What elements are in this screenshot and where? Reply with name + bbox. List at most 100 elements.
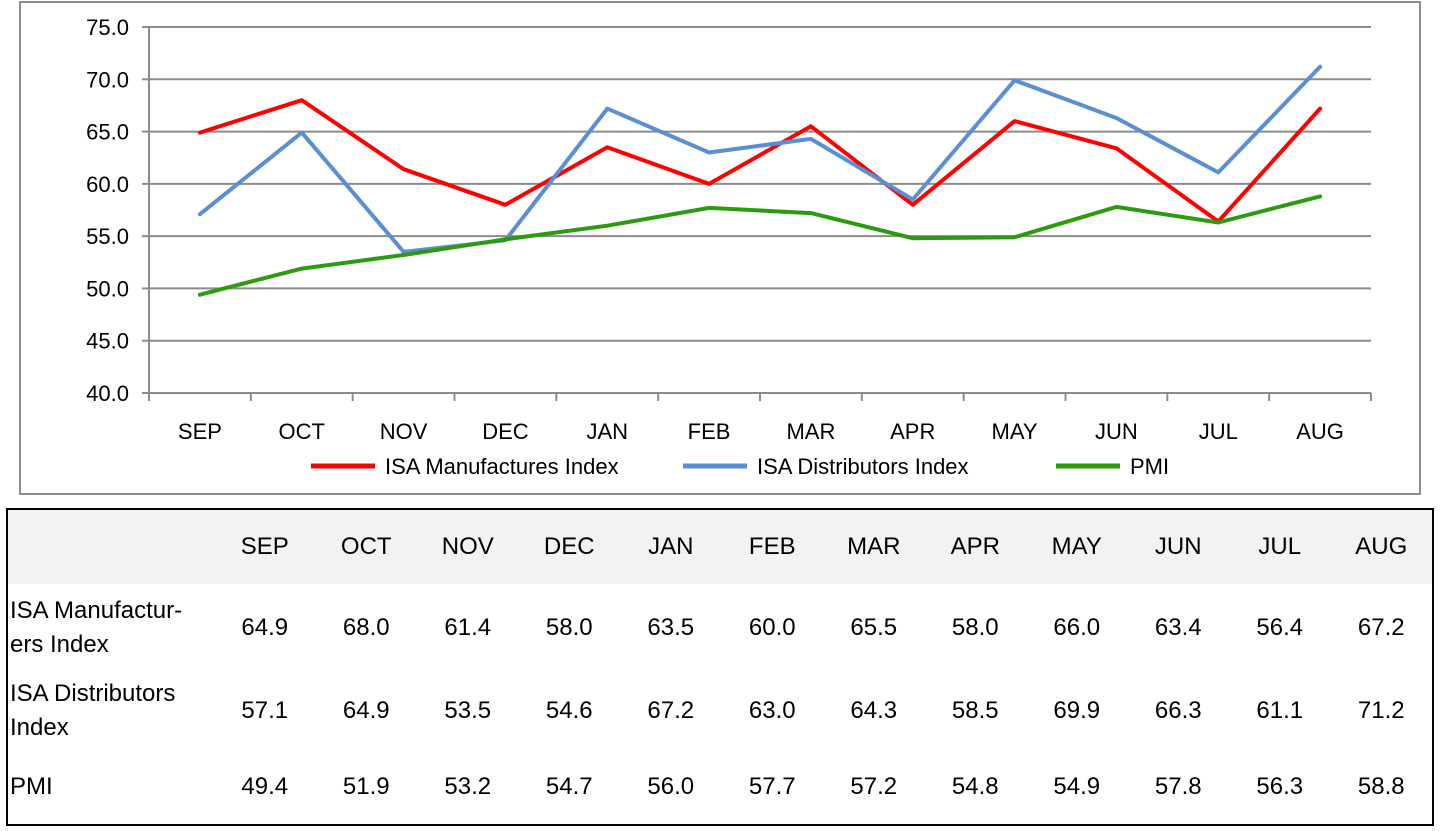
table-row: PMI 49.4 51.9 53.2 54.7 56.0 57.7 57.2 5… xyxy=(8,750,1432,824)
x-tick-label: JUL xyxy=(1199,419,1238,444)
table-cell: 64.9 xyxy=(342,697,390,724)
data-point xyxy=(1318,194,1322,198)
row-label-line: ISA Manufactur- xyxy=(10,597,183,624)
table-corner-cell xyxy=(8,510,214,584)
table-cell: 49.4 xyxy=(241,773,289,800)
table-cell: 64.9 xyxy=(241,614,289,641)
data-point xyxy=(1114,146,1118,150)
table-cell: 69.9 xyxy=(1053,697,1101,724)
table-cell: 68.0 xyxy=(342,614,390,641)
data-point xyxy=(1216,170,1220,174)
x-tick-label: JAN xyxy=(586,419,628,444)
data-point xyxy=(605,107,609,111)
row-label: PMI xyxy=(8,750,214,824)
series-line-1 xyxy=(197,98,1323,224)
data-point xyxy=(911,236,915,240)
row-label-line: ISA Distributors xyxy=(10,680,176,707)
data-point xyxy=(402,250,406,254)
data-point xyxy=(707,206,711,210)
x-tick-label: MAR xyxy=(786,419,835,444)
data-point xyxy=(809,211,813,215)
table-cell: 66.3 xyxy=(1154,697,1202,724)
data-point xyxy=(1318,107,1322,111)
row-label-line: Index xyxy=(10,714,69,741)
y-tick-label: 60.0 xyxy=(86,172,129,197)
table-cell: 51.9 xyxy=(342,773,390,800)
row-label: ISA Manufactur-ers Index xyxy=(8,584,214,672)
table-cell: 57.7 xyxy=(748,773,796,800)
table-header-cell: SEP xyxy=(240,533,289,560)
table-cell: 65.5 xyxy=(850,614,898,641)
data-point xyxy=(198,212,202,216)
y-tick-label: 50.0 xyxy=(86,276,129,301)
table-cell: 64.3 xyxy=(850,697,898,724)
data-point xyxy=(605,224,609,228)
x-tick-label: NOV xyxy=(380,419,428,444)
x-tick-label: AUG xyxy=(1296,419,1344,444)
table-header-cell: NOV xyxy=(441,533,494,560)
data-point xyxy=(1013,78,1017,82)
table-cell: 58.0 xyxy=(545,614,593,641)
table-cell: 58.8 xyxy=(1357,773,1405,800)
data-point xyxy=(503,237,507,241)
row-label: ISA Distributors Index xyxy=(8,672,214,750)
data-point xyxy=(1114,116,1118,120)
data-point xyxy=(605,145,609,149)
table-cell: 57.1 xyxy=(241,697,289,724)
data-point xyxy=(809,137,813,141)
table-header-cell: FEB xyxy=(748,533,796,560)
x-tick-label: FEB xyxy=(688,419,731,444)
table-header-row: SEP OCT NOV DEC JAN FEB MAR APR MAY JUN … xyxy=(8,510,1432,584)
line-chart: 75.0 70.0 65.0 60.0 55.0 50.0 45.0 40.0 SEP OCT NO… xyxy=(86,15,1372,479)
table-cell: 54.8 xyxy=(951,773,999,800)
table-header-cell: MAY xyxy=(1051,533,1102,560)
data-table: SEP OCT NOV DEC JAN FEB MAR APR MAY JUN … xyxy=(8,510,1432,824)
data-point xyxy=(402,253,406,257)
series-line-3 xyxy=(197,194,1323,297)
data-table-panel: SEP OCT NOV DEC JAN FEB MAR APR MAY JUN … xyxy=(6,508,1434,826)
table-cell: 71.2 xyxy=(1357,697,1405,724)
data-point xyxy=(198,293,202,297)
y-tick-label: 55.0 xyxy=(86,224,129,249)
data-point xyxy=(809,124,813,128)
data-point xyxy=(707,182,711,186)
y-tick-label: 70.0 xyxy=(86,67,129,92)
x-tick-label: MAY xyxy=(992,419,1038,444)
y-tick-label: 45.0 xyxy=(86,329,129,354)
series-line-2 xyxy=(197,64,1323,254)
data-point xyxy=(1013,235,1017,239)
table-header-cell: JAN xyxy=(648,533,694,560)
table-cell: 63.0 xyxy=(748,697,796,724)
x-tick-label: DEC xyxy=(482,419,529,444)
data-point xyxy=(402,167,406,171)
table-cell: 54.7 xyxy=(545,773,593,800)
data-point xyxy=(911,198,915,202)
table-cell: 57.2 xyxy=(850,773,898,800)
table-cell: 56.3 xyxy=(1256,773,1304,800)
table-cell: 67.2 xyxy=(1357,614,1405,641)
table-cell: 63.4 xyxy=(1154,614,1202,641)
table-header-cell: JUL xyxy=(1258,533,1302,560)
legend-label: PMI xyxy=(1130,454,1169,479)
table-cell: 67.2 xyxy=(647,697,695,724)
table-header-cell: MAR xyxy=(847,533,901,560)
table-cell: 66.0 xyxy=(1053,614,1101,641)
table-cell: 57.8 xyxy=(1154,773,1202,800)
table-cell: 56.4 xyxy=(1256,614,1304,641)
row-label-line: PMI xyxy=(10,773,53,800)
table-row: ISA Distributors Index 57.1 64.9 53.5 54.… xyxy=(8,672,1432,750)
table-cell: 58.0 xyxy=(951,614,999,641)
data-point xyxy=(707,150,711,154)
table-header-cell: JUN xyxy=(1154,533,1202,560)
x-tick-label: APR xyxy=(890,419,935,444)
table-header-cell: APR xyxy=(950,533,1000,560)
table-cell: 54.6 xyxy=(545,697,593,724)
x-tick-label: SEP xyxy=(178,419,222,444)
table-cell: 53.2 xyxy=(444,773,492,800)
chart-panel: 75.0 70.0 65.0 60.0 55.0 50.0 45.0 40.0 SEP OCT NO… xyxy=(19,1,1421,495)
table-cell: 61.4 xyxy=(444,614,492,641)
y-tick-label: 75.0 xyxy=(86,15,129,40)
table-cell: 56.0 xyxy=(647,773,695,800)
x-tick-label: JUN xyxy=(1095,419,1138,444)
data-point xyxy=(198,131,202,135)
